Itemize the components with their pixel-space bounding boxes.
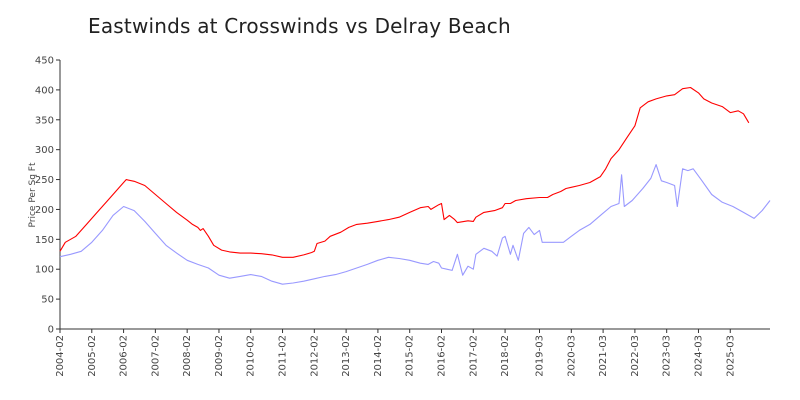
x-tick-label: 2004-02 [55, 335, 66, 377]
y-tick-label: 0 [48, 325, 54, 336]
y-tick-label: 450 [35, 56, 54, 67]
x-tick-label: 2024-03 [693, 335, 704, 377]
x-tick-label: 2011-02 [278, 335, 289, 377]
y-tick-label: 250 [35, 175, 54, 186]
x-tick-label: 2020-03 [566, 335, 577, 377]
x-tick-label: 2009-02 [214, 335, 225, 377]
y-tick-label: 350 [35, 115, 54, 126]
y-tick-label: 100 [35, 265, 54, 276]
series-layer [59, 86, 771, 285]
chart-title: Eastwinds at Crosswinds vs Delray Beach [88, 14, 511, 38]
series-line-blue [59, 164, 771, 285]
x-tick-label: 2023-03 [662, 335, 673, 377]
x-tick-label: 2006-02 [119, 335, 130, 377]
x-tick-label: 2012-02 [309, 335, 320, 377]
y-tick-label: 150 [35, 235, 54, 246]
y-axis-ticks: 0 50 100 150 200 250 300 350 400 450 [35, 56, 60, 336]
x-tick-label: 2010-02 [246, 335, 257, 377]
x-tick-label: 2016-02 [436, 335, 447, 377]
x-tick-label: 2008-02 [182, 335, 193, 377]
x-tick-label: 2018-02 [500, 335, 511, 377]
y-tick-label: 50 [41, 295, 54, 306]
x-tick-label: 2013-02 [341, 335, 352, 377]
y-tick-label: 400 [35, 85, 54, 96]
series-line-red [59, 86, 750, 258]
x-tick-label: 2025-03 [725, 335, 736, 377]
x-tick-label: 2017-02 [468, 335, 479, 377]
axes [59, 60, 770, 330]
x-tick-label: 2021-03 [598, 335, 609, 377]
x-tick-label: 2014-02 [373, 335, 384, 377]
y-tick-label: 200 [35, 205, 54, 216]
x-tick-label: 2022-03 [630, 335, 641, 377]
x-tick-label: 2015-02 [405, 335, 416, 377]
x-tick-label: 2007-02 [150, 335, 161, 377]
y-tick-label: 300 [35, 145, 54, 156]
x-tick-label: 2019-03 [535, 335, 546, 377]
x-axis-ticks: 2004-02 2005-02 2006-02 2007-02 2008-02 2009-… [55, 329, 736, 377]
x-tick-label: 2005-02 [87, 335, 98, 377]
y-axis-label: Price Per Sq Ft [28, 162, 38, 227]
